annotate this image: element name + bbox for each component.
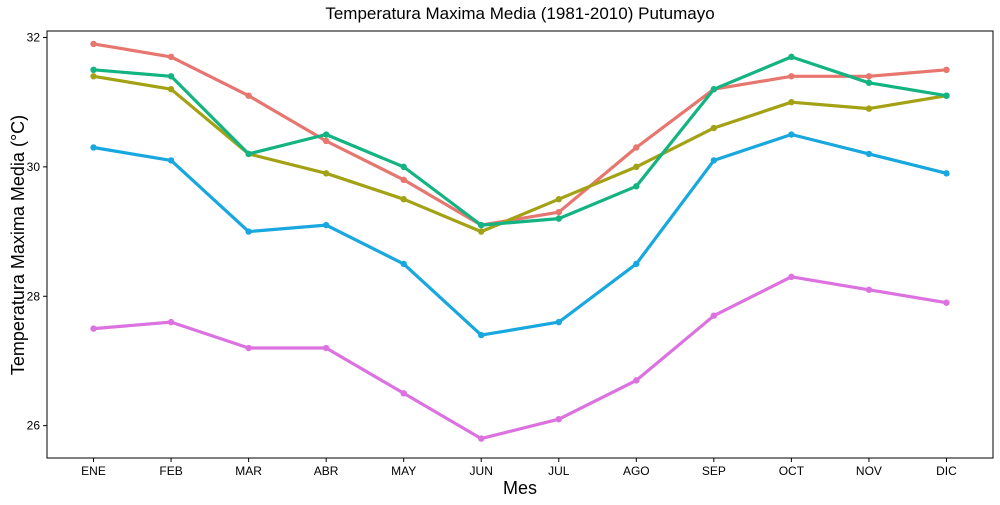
series-layer (90, 40, 950, 442)
data-point (633, 163, 640, 171)
series-line (91, 55, 949, 227)
x-tick-label: DIC (936, 464, 957, 478)
plot-panel-border (46, 30, 994, 459)
y-axis: 26 28 30 32 (27, 30, 47, 433)
series-4 (90, 131, 950, 339)
data-point (90, 73, 97, 80)
y-tick-label: 32 (27, 30, 41, 44)
data-point (322, 344, 330, 352)
series-line (91, 42, 949, 227)
data-point (400, 260, 407, 268)
data-point (943, 66, 950, 74)
data-point (788, 98, 795, 106)
data-point (322, 131, 330, 138)
series-1 (90, 40, 950, 229)
x-tick-label: MAR (235, 464, 262, 478)
series-line (91, 132, 949, 337)
data-point (710, 312, 718, 319)
x-tick-label: ABR (314, 464, 339, 478)
x-tick-label: AGO (623, 464, 650, 478)
data-point (633, 183, 640, 190)
data-point (400, 196, 407, 203)
data-point (943, 92, 950, 99)
data-point (90, 144, 97, 151)
data-point (400, 176, 407, 184)
data-point (633, 260, 640, 268)
data-point (478, 221, 485, 229)
series-3 (90, 53, 950, 229)
x-axis: ENE FEB MAR ABR MAY JUN JUL AGO SEP OCT NOV DIC (81, 458, 957, 478)
data-point (245, 228, 252, 235)
data-point (322, 221, 330, 229)
data-point (633, 144, 640, 151)
data-point (167, 157, 175, 164)
data-point (943, 299, 950, 306)
data-point (245, 92, 252, 99)
y-tick-label: 30 (27, 160, 41, 174)
data-point (478, 228, 485, 235)
series-2 (90, 73, 950, 235)
data-point (788, 53, 795, 61)
data-point (245, 150, 252, 158)
x-tick-label: OCT (779, 464, 805, 478)
x-tick-label: FEB (159, 464, 182, 478)
data-point (943, 170, 950, 177)
data-point (865, 105, 873, 112)
data-point (633, 377, 640, 384)
series-5 (90, 273, 950, 442)
x-tick-label: MAY (391, 464, 416, 478)
data-point (555, 215, 562, 222)
data-point (788, 273, 795, 281)
data-point (710, 157, 718, 164)
x-tick-label: ENE (81, 464, 106, 478)
data-point (167, 73, 175, 80)
data-point (90, 40, 97, 48)
data-point (555, 318, 562, 326)
chart-title: Temperatura Maxima Media (1981-2010) Put… (325, 4, 714, 23)
data-point (167, 86, 175, 93)
data-point (865, 73, 873, 80)
data-point (555, 196, 562, 203)
y-tick-label: 26 (27, 419, 41, 433)
data-point (90, 325, 97, 332)
data-point (788, 73, 795, 80)
data-point (865, 150, 873, 158)
y-tick-label: 28 (27, 289, 41, 303)
data-point (865, 79, 873, 86)
data-point (788, 131, 795, 138)
x-tick-label: JUN (470, 464, 493, 478)
data-point (400, 163, 407, 171)
x-tick-label: JUL (548, 464, 570, 478)
data-point (322, 137, 330, 145)
data-point (555, 208, 562, 216)
data-point (865, 286, 873, 293)
data-point (710, 124, 718, 132)
x-axis-label: Mes (503, 478, 537, 498)
y-axis-label: Temperatura Maxima Media (°C) (8, 115, 28, 375)
series-line (91, 275, 949, 441)
x-tick-label: SEP (702, 464, 726, 478)
data-point (555, 415, 562, 423)
data-point (167, 318, 175, 326)
data-point (167, 53, 175, 61)
data-point (90, 66, 97, 74)
data-point (400, 390, 407, 397)
data-point (478, 435, 485, 442)
data-point (245, 344, 252, 352)
data-point (478, 331, 485, 339)
data-point (710, 86, 718, 93)
x-tick-label: NOV (856, 464, 882, 478)
data-point (322, 170, 330, 177)
